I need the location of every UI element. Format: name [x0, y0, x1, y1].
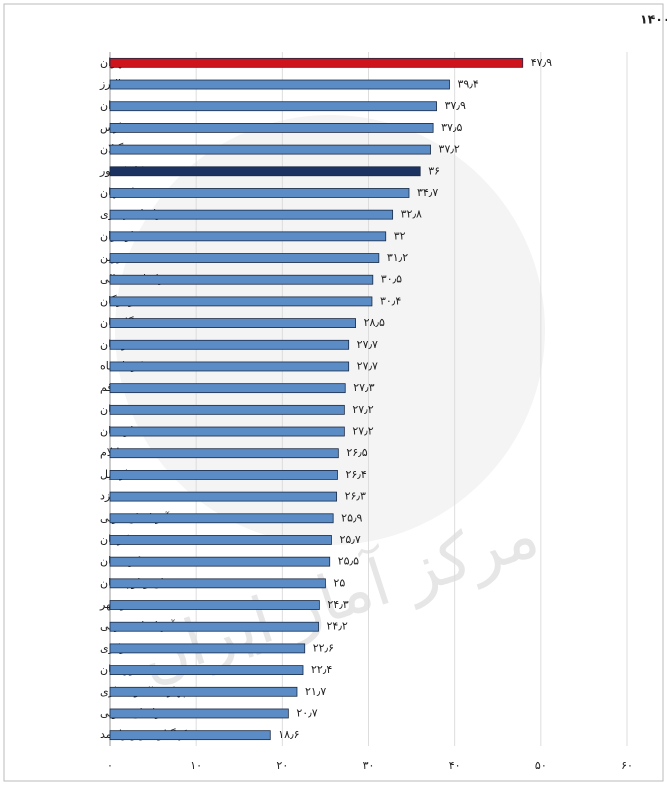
bar	[109, 166, 421, 177]
value-label: ۳۴٫۷	[417, 186, 438, 199]
bar	[109, 361, 350, 372]
bar	[109, 448, 339, 459]
bar	[109, 253, 380, 263]
bar	[109, 665, 304, 675]
value-label: ۲۶٫۳	[345, 490, 366, 503]
value-label: ۲۵٫۹	[341, 511, 362, 524]
value-label: ۲۲٫۶	[313, 641, 334, 654]
value-label: ۳۹٫۴	[457, 78, 478, 91]
bar	[109, 188, 410, 198]
value-label: ۲۸٫۵	[364, 316, 385, 329]
bar	[109, 339, 350, 350]
value-label: ۳۷٫۵	[441, 121, 462, 134]
value-label: ۲۴٫۳	[327, 598, 348, 611]
value-label: ۱۸٫۶	[278, 728, 299, 741]
bar	[109, 404, 345, 415]
bar	[109, 101, 437, 112]
y-tick-label: قم	[100, 381, 113, 394]
bar	[109, 426, 345, 437]
bar	[109, 686, 298, 697]
value-label: ۲۱٫۷	[305, 685, 326, 698]
x-tick-label: ۰	[107, 759, 113, 772]
value-label: ۲۵٫۵	[338, 555, 359, 568]
value-label: ۲۷٫۲	[352, 425, 373, 438]
value-label: ۳۱٫۲	[387, 251, 408, 264]
bar	[109, 383, 346, 394]
value-label: ۲۰٫۷	[296, 706, 317, 719]
value-label: ۳۲	[394, 229, 406, 242]
value-label: ۴۷٫۹	[531, 56, 552, 69]
chart-title: نسبت هزینه خالص مسکن به کل هزینه های خان…	[640, 12, 667, 27]
bar	[109, 209, 394, 220]
bar	[109, 318, 356, 328]
value-label: ۳۷٫۲	[439, 143, 460, 156]
value-label: ۳۰٫۴	[380, 294, 401, 307]
bar	[109, 513, 334, 524]
bar	[109, 274, 374, 285]
value-label: ۲۷٫۳	[353, 381, 374, 394]
x-tick-label: ۳۰	[363, 759, 375, 772]
bar	[109, 123, 434, 133]
value-label: ۳۰٫۵	[381, 273, 402, 286]
value-label: ۲۷٫۲	[352, 403, 373, 416]
x-tick-label: ۴۰	[449, 759, 461, 772]
value-label: ۲۵	[333, 576, 345, 589]
bar	[109, 231, 387, 242]
value-label: ۲۶٫۴	[345, 468, 366, 481]
bar	[109, 57, 524, 68]
x-tick-label: ۱۰	[190, 759, 202, 772]
bar	[109, 491, 338, 502]
bar	[109, 79, 450, 90]
value-label: ۲۴٫۲	[327, 620, 348, 633]
frame	[3, 3, 664, 782]
bar	[109, 578, 326, 589]
bar	[109, 144, 431, 155]
bar	[109, 470, 338, 480]
x-tick-label: ۲۰	[276, 759, 288, 772]
bar	[109, 556, 331, 567]
bar	[109, 535, 332, 545]
bar	[109, 621, 319, 632]
value-label: ۲۶٫۵	[346, 446, 367, 459]
x-tick-label: ۵۰	[535, 759, 547, 772]
value-label: ۳۶	[428, 164, 440, 177]
value-label: ۳۲٫۸	[401, 208, 422, 221]
value-label: ۲۵٫۷	[339, 533, 360, 546]
value-label: ۲۷٫۷	[357, 338, 378, 351]
value-label: ۲۲٫۴	[311, 663, 332, 676]
x-tick-label: ۶۰	[621, 759, 633, 772]
value-label: ۲۷٫۷	[357, 359, 378, 372]
bar	[109, 708, 289, 719]
bar	[109, 296, 373, 307]
bar	[109, 600, 320, 610]
bar	[109, 730, 271, 741]
bar	[109, 643, 306, 654]
watermark-logo	[115, 115, 545, 545]
value-label: ۳۷٫۹	[445, 99, 466, 112]
